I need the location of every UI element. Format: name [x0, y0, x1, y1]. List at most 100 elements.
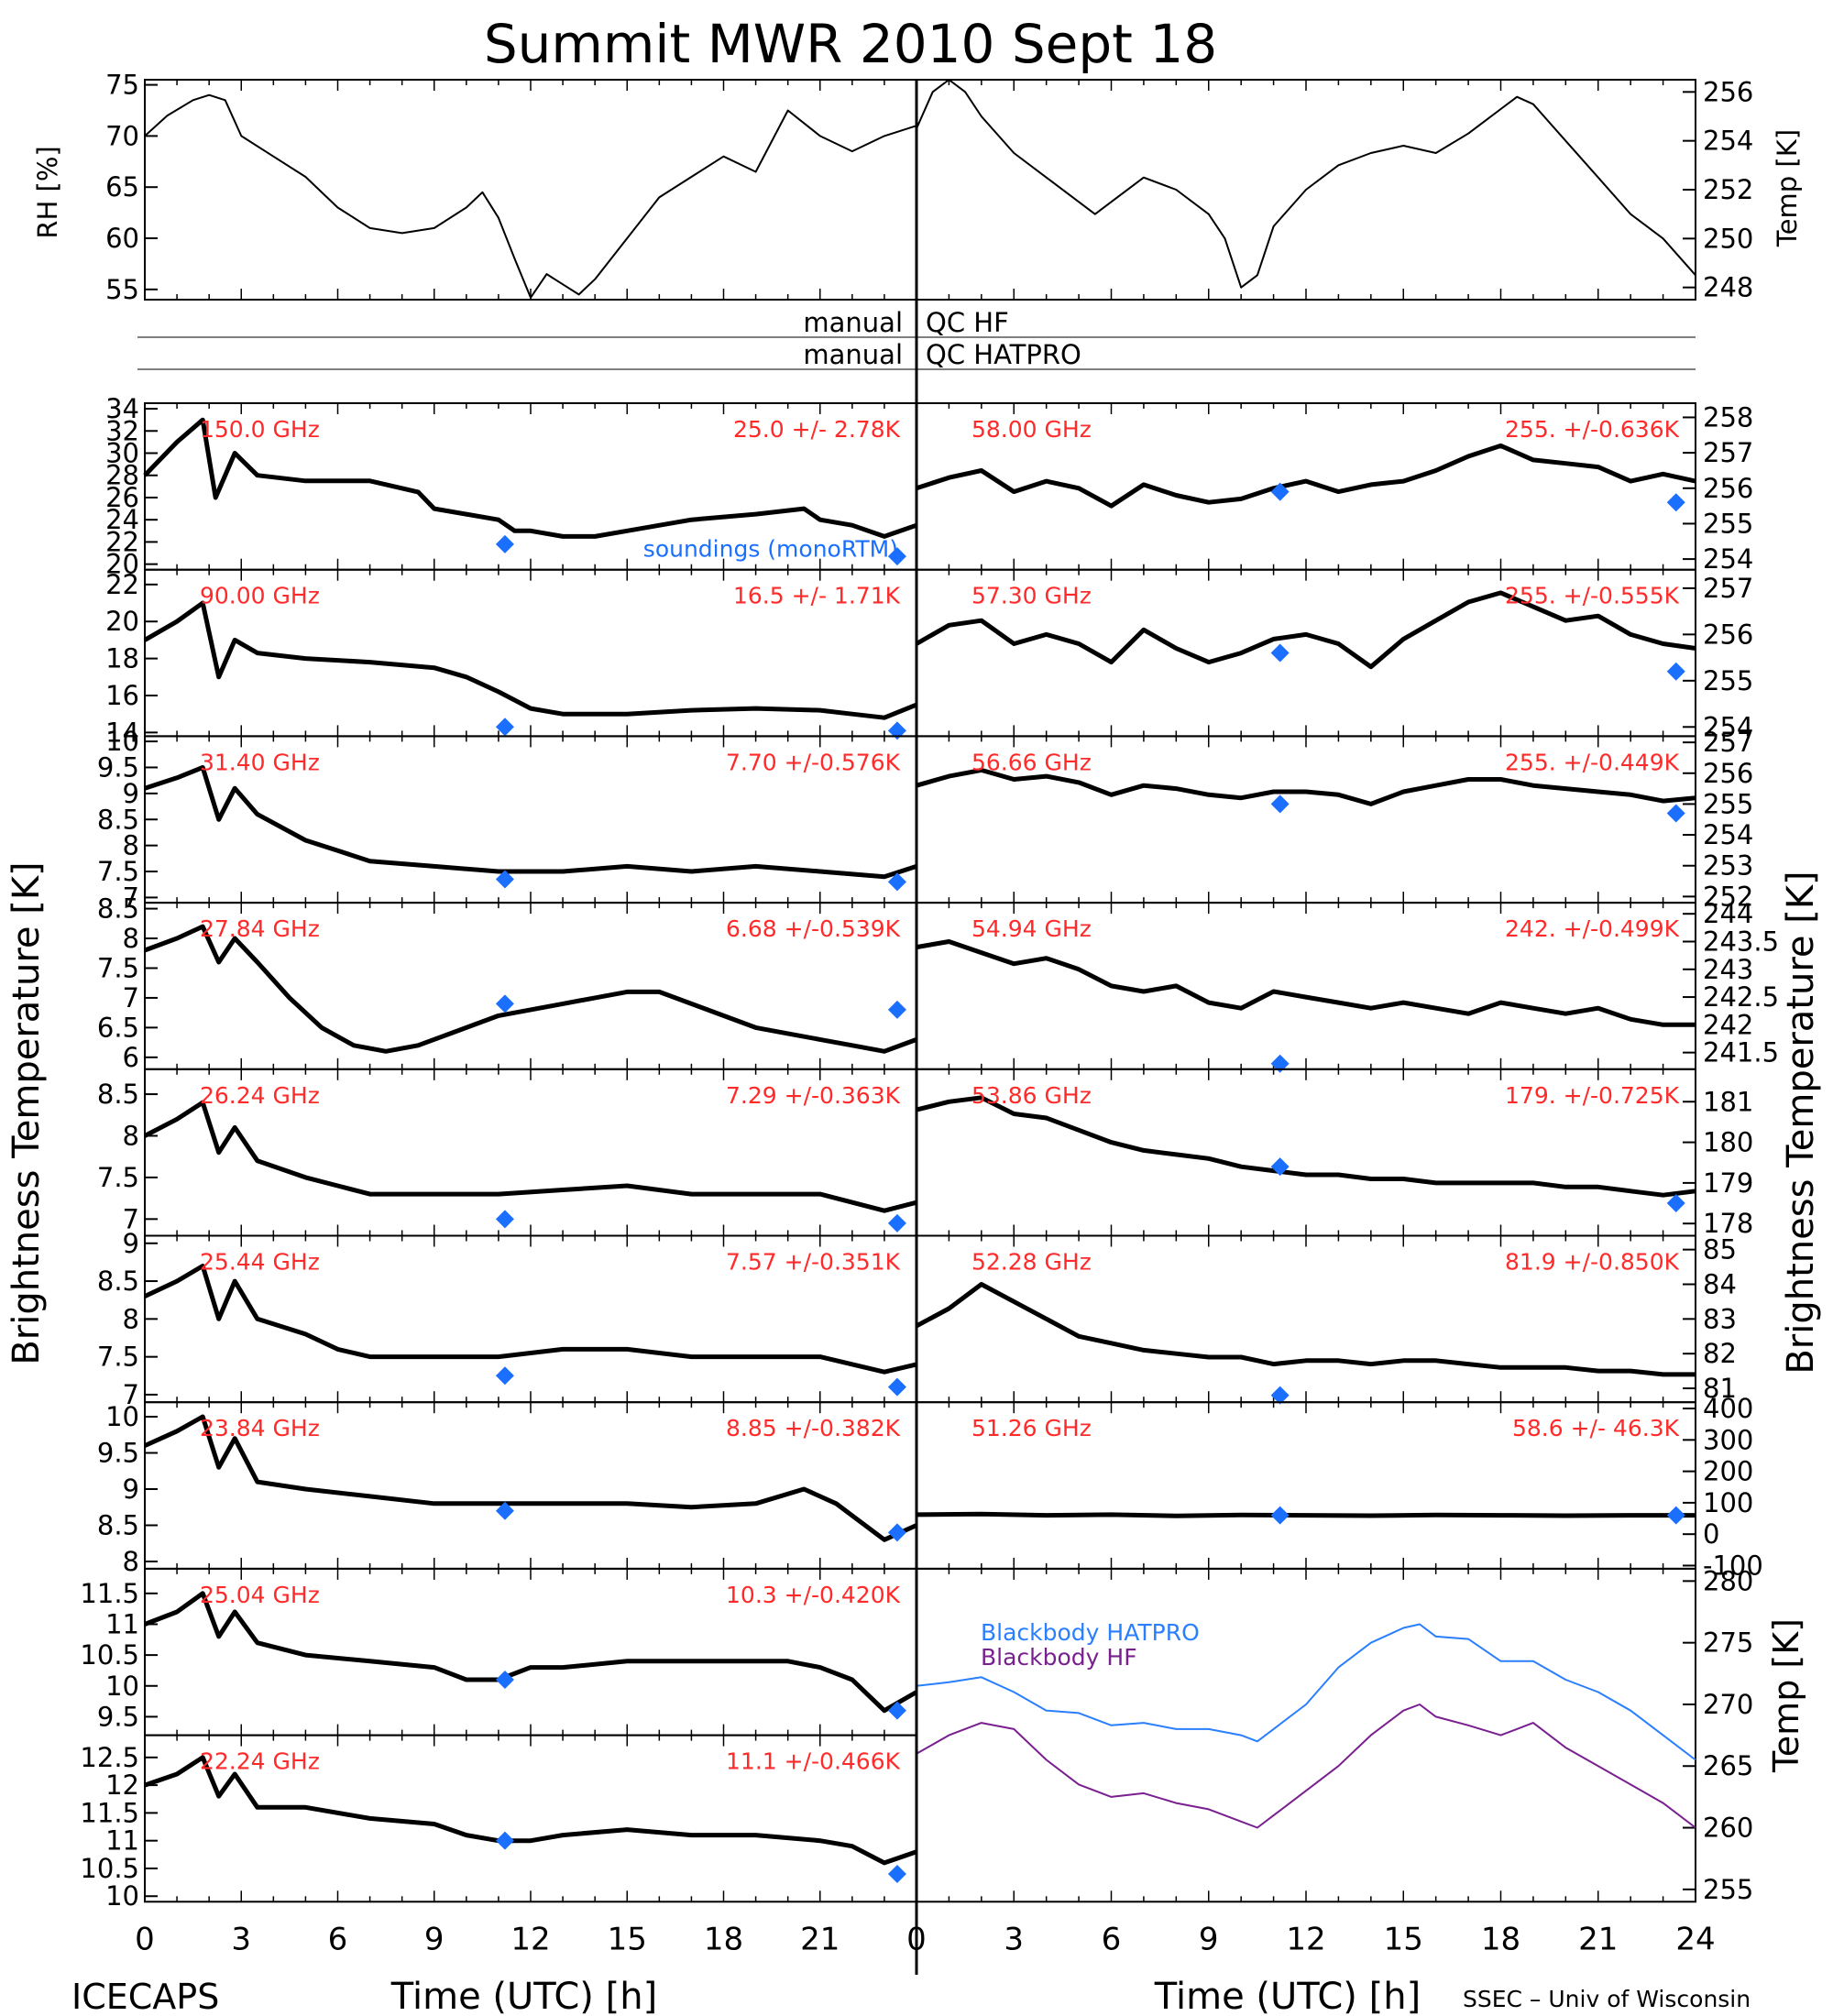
- data-line: [916, 939, 1696, 1027]
- sounding-marker: [1270, 1054, 1290, 1073]
- stat-label: 255. +/-0.555K: [1505, 583, 1680, 609]
- y-tick-label: 8.5: [97, 804, 139, 835]
- y-tick-label: 22: [105, 569, 139, 600]
- freq-label: 150.0 GHz: [200, 416, 320, 443]
- sounding-marker: [495, 870, 514, 889]
- y-tick-label: 22: [105, 526, 139, 557]
- y-tick-label: 8: [123, 1120, 139, 1151]
- y-tick-label: 28: [105, 460, 139, 491]
- y-tick-label: 8.5: [97, 1079, 139, 1110]
- y-tick-label: 7: [123, 1379, 139, 1410]
- data-line: [143, 600, 917, 720]
- x-tick-label-right: 9: [1199, 1921, 1219, 1957]
- data-line: [915, 590, 1696, 670]
- series-line: [916, 1623, 1696, 1761]
- y-tick-label: 250: [1703, 223, 1753, 254]
- data-line: [144, 1755, 917, 1866]
- qc-row-left: manual: [803, 339, 903, 370]
- data-line: [144, 765, 917, 880]
- right-ylabel: Brightness Temperature [K]: [1780, 871, 1822, 1374]
- y-tick-label: 180: [1703, 1127, 1753, 1158]
- y-tick-label: 241.5: [1703, 1037, 1779, 1068]
- y-tick-label: 9.5: [97, 1438, 139, 1469]
- sounding-marker: [887, 1865, 906, 1884]
- stat-label: 255. +/-0.449K: [1505, 749, 1680, 775]
- y-tick-label: 11: [105, 1825, 139, 1857]
- y-tick-label: 254: [1703, 819, 1753, 850]
- y-tick-label: 7: [123, 1203, 139, 1234]
- qc-row-left: manual: [803, 307, 903, 338]
- x-tick-label-right: 12: [1286, 1921, 1325, 1957]
- data-line: [143, 1414, 918, 1542]
- y-tick-label: 255: [1703, 508, 1753, 539]
- data-line: [915, 1282, 1696, 1377]
- y-tick-label: 257: [1703, 573, 1753, 604]
- sounding-marker: [1270, 1506, 1290, 1525]
- freq-label: 26.24 GHz: [200, 1082, 320, 1109]
- sounding-marker: [887, 547, 906, 566]
- data-line: [916, 1511, 1696, 1518]
- stat-label: 25.0 +/- 2.78K: [733, 416, 901, 443]
- x-tick-label-right: 18: [1481, 1921, 1520, 1957]
- y-tick-label: 242: [1703, 1009, 1753, 1040]
- sounding-marker: [495, 1671, 514, 1690]
- sounding-marker: [1270, 643, 1290, 663]
- stat-label: 81.9 +/-0.850K: [1505, 1249, 1680, 1276]
- freq-label: 53.86 GHz: [971, 1082, 1092, 1109]
- y-tick-label: 252: [1703, 881, 1753, 912]
- sounding-marker: [887, 1701, 906, 1720]
- y-tick-label: 75: [105, 70, 139, 101]
- panel-rh: 55 60 65 70 75: [105, 70, 917, 305]
- stat-label: 7.70 +/-0.576K: [726, 749, 901, 775]
- stat-label: 242. +/-0.499K: [1505, 915, 1680, 942]
- y-tick-label: 0: [1703, 1518, 1719, 1550]
- freq-label: 90.00 GHz: [200, 583, 320, 609]
- y-tick-label: 10.5: [80, 1853, 139, 1884]
- y-tick-label: 8: [123, 1546, 139, 1577]
- sounding-marker: [495, 1366, 514, 1386]
- stat-label: 255. +/-0.636K: [1505, 416, 1680, 443]
- data-line: [143, 1264, 917, 1375]
- y-tick-label: 248: [1703, 272, 1753, 303]
- x-tick-label-left: 0: [135, 1921, 155, 1957]
- y-tick-label: 85: [1703, 1234, 1737, 1265]
- panel-ch573: 254 255 256 257 57.30 GHz 255. +/-0.555K: [915, 568, 1753, 742]
- x-tick-label-left: 12: [510, 1921, 550, 1957]
- panel-ch5386: 178 179 180 181 53.86 GHz 179. +/-0.725K: [916, 1068, 1753, 1239]
- x-label-left: Time (UTC) [h]: [390, 1976, 657, 2016]
- y-tick-label: 256: [1703, 758, 1753, 789]
- sounding-marker: [1666, 1194, 1685, 1213]
- y-tick-label: 257: [1703, 727, 1753, 758]
- freq-label: 23.84 GHz: [200, 1415, 320, 1441]
- freq-label: 31.40 GHz: [200, 749, 320, 775]
- chart-title: Summit MWR 2010 Sept 18: [484, 13, 1217, 75]
- y-tick-label: 11.5: [80, 1797, 139, 1828]
- y-tick-label: 83: [1703, 1303, 1737, 1334]
- stat-label: 179. +/-0.725K: [1505, 1082, 1680, 1109]
- data-line: [916, 767, 1696, 806]
- x-tick-label-left: 6: [328, 1921, 348, 1957]
- sounding-marker: [1666, 804, 1685, 823]
- panel-ch2624: 7 7.5 8 8.5 26.24 GHz 7.29 +/-0.363K: [97, 1068, 917, 1237]
- y-tick-label: 12: [105, 1769, 139, 1801]
- y-tick-label: 6: [123, 1042, 139, 1073]
- y-tick-label: 8.5: [97, 1265, 139, 1297]
- y-tick-label: 181: [1703, 1086, 1753, 1117]
- sounding-marker: [887, 721, 906, 740]
- y-tick-label: 16: [105, 680, 139, 711]
- freq-label: 58.00 GHz: [971, 416, 1092, 443]
- series-line: [916, 1704, 1696, 1829]
- sounding-marker: [887, 1523, 906, 1542]
- y-tick-label: 7: [123, 882, 139, 913]
- x-tick-label-left: 15: [608, 1921, 647, 1957]
- y-tick-label: 255: [1703, 665, 1753, 696]
- y-tick-label: 179: [1703, 1167, 1753, 1199]
- y-tick-label: 258: [1703, 401, 1753, 433]
- y-tick-label: 280: [1703, 1565, 1753, 1596]
- y-tick-label: 10.5: [80, 1639, 139, 1671]
- y-tick-label: 70: [105, 120, 139, 151]
- y-tick-label: 10: [105, 1401, 139, 1432]
